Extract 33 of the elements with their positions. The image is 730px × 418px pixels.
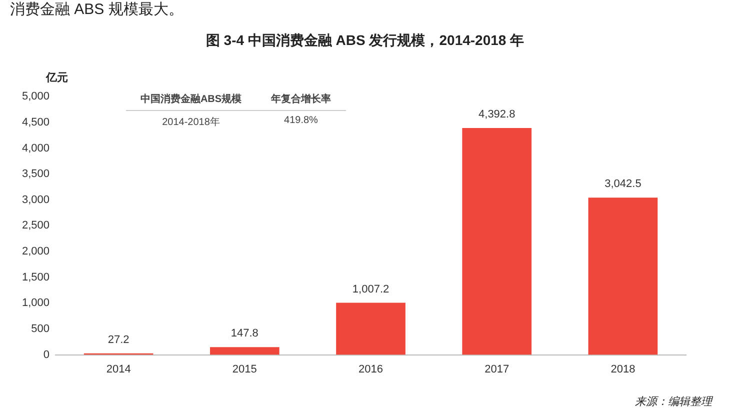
annotation: 419.8% (283, 115, 319, 128)
x-tick-label: 2017 (484, 363, 510, 376)
data-label: 3,042.5 (604, 178, 642, 190)
y-tick-label: 2,500 (22, 220, 50, 232)
data-label: 1,007.2 (352, 283, 390, 296)
x-tick-label: 2015 (232, 363, 257, 376)
bar (462, 128, 532, 355)
x-tick-label: 2016 (358, 363, 384, 376)
bar (210, 347, 280, 355)
bar (588, 198, 658, 355)
y-tick-label: 3,000 (22, 194, 50, 206)
data-label: 147.8 (230, 328, 258, 340)
source-note: 来源：编辑整理 (635, 395, 712, 409)
data-label: 27.2 (108, 334, 130, 346)
y-axis-title: 亿元 (46, 71, 68, 85)
y-tick-label: 5,000 (22, 90, 50, 103)
annotation: 2014-2018年 (161, 116, 221, 129)
y-tick-label: 2,000 (22, 246, 50, 258)
chart-title: 图 3-4 中国消费金融 ABS 发行规模，2014-2018 年 (204, 32, 526, 50)
annotation: 中国消费金融ABS规模 (139, 92, 243, 106)
y-tick-label: 4,000 (22, 142, 50, 154)
x-tick-label: 2018 (610, 363, 636, 376)
x-tick-label: 2014 (106, 363, 131, 376)
y-tick-label: 0 (43, 348, 50, 361)
data-label: 4,392.8 (478, 108, 516, 120)
y-tick-label: 4,500 (22, 116, 50, 128)
y-tick-label: 500 (31, 323, 50, 336)
y-tick-label: 1,000 (22, 297, 50, 310)
text: 消费金融 ABS 规模最大。 (10, 0, 184, 19)
bar (336, 302, 406, 355)
annotation: 年复合增长率 (270, 92, 332, 106)
y-tick-label: 1,500 (22, 271, 50, 284)
y-tick-label: 3,500 (22, 168, 50, 180)
